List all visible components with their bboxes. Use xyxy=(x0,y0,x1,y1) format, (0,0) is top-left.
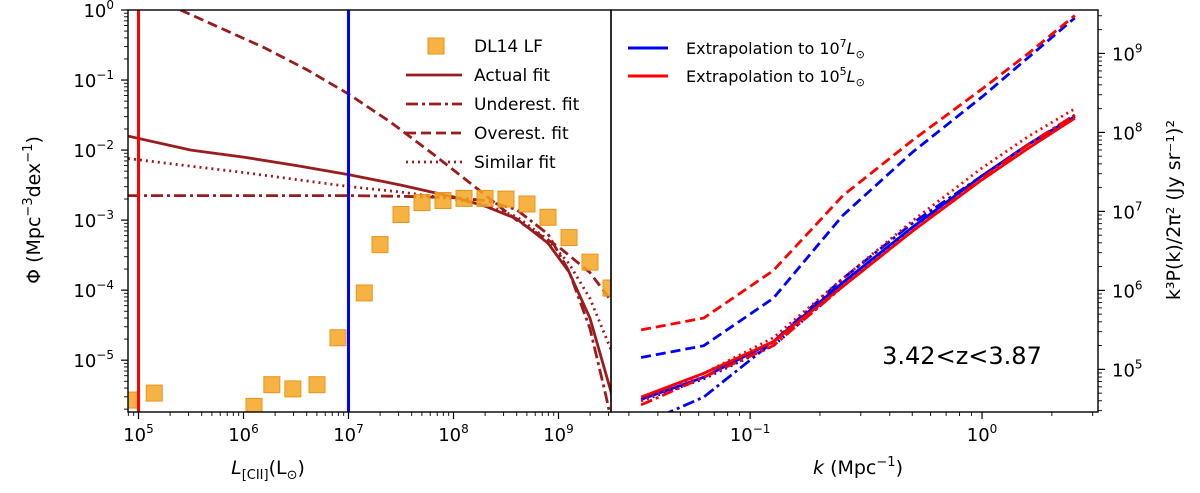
dl14-point xyxy=(371,236,389,254)
left-ticks: 105 106 107 108 109 10−5 10−4 10−3 10−2 10−1 100 xyxy=(73,0,610,446)
dl14-point xyxy=(128,391,139,409)
legend-label: Extrapolation to 105L⊙ xyxy=(686,65,865,89)
x-tick-label: 108 xyxy=(438,422,469,446)
dl14-point xyxy=(263,376,281,394)
y-tick-label: 10−5 xyxy=(73,348,114,372)
left-xlabel: L[CII](L⊙) xyxy=(231,457,305,483)
legend-label: Overest. fit xyxy=(474,124,569,144)
dl14-point xyxy=(455,189,473,207)
dl14-point xyxy=(355,284,373,302)
y-tick-label: 107 xyxy=(1112,199,1143,223)
dl14-point xyxy=(602,279,611,297)
dl14-point xyxy=(329,329,347,347)
y-tick-label: 105 xyxy=(1112,357,1143,381)
y-tick-label: 10−2 xyxy=(73,138,114,162)
legend-label: Underest. fit xyxy=(474,95,580,115)
left-series-underest-fit xyxy=(128,194,611,412)
dl14-point xyxy=(560,229,578,247)
dl14-point xyxy=(518,195,536,213)
left-legend: DL14 LF Actual fit Underest. fit Overest. f… xyxy=(406,37,580,173)
dl14-point xyxy=(308,376,326,394)
right-series-blue-dashed xyxy=(640,16,1076,359)
left-panel: 105 106 107 108 109 10−5 10−4 10−3 10−2 10−1 100 D… xyxy=(21,0,661,483)
x-tick-label: 109 xyxy=(543,422,574,446)
dl14-point xyxy=(645,350,661,366)
dl14-point xyxy=(624,314,640,330)
dl14-point xyxy=(392,206,410,224)
right-axes-frame xyxy=(610,9,1099,413)
legend-label: DL14 LF xyxy=(474,37,543,57)
right-legend: Extrapolation to 107L⊙ Extrapolation to 1… xyxy=(628,37,865,89)
dl14-point xyxy=(284,380,302,398)
y-tick-label: 109 xyxy=(1112,41,1143,65)
right-series-group xyxy=(640,14,1076,412)
right-panel: 10−1 100 105 106 107 108 109 Extrapolation to … xyxy=(610,9,1185,479)
y-tick-label: 10−4 xyxy=(73,278,114,302)
right-ylabel: k³P(k)/2π² (Jy sr⁻¹)² xyxy=(1163,120,1185,300)
left-ylabel: Φ (Mpc−3dex−1) xyxy=(21,136,45,284)
legend-label: Actual fit xyxy=(474,66,550,86)
y-tick-label: 108 xyxy=(1112,120,1143,144)
left-series-overest-fit xyxy=(179,10,611,303)
dl14-point xyxy=(413,194,431,212)
x-tick-label: 107 xyxy=(333,422,364,446)
x-tick-label: 10−1 xyxy=(730,422,771,446)
left-series-actual-fit xyxy=(128,134,611,399)
y-tick-label: 106 xyxy=(1112,278,1143,302)
legend-label: Similar fit xyxy=(474,153,556,173)
right-series-red-dotted xyxy=(640,107,1076,403)
right-series-red-dashed xyxy=(640,14,1076,332)
dl14-point xyxy=(434,191,452,209)
x-tick-label: 106 xyxy=(228,422,259,446)
dl14-point xyxy=(497,190,515,208)
y-tick-label: 10−1 xyxy=(73,68,114,92)
dl14-point xyxy=(245,397,263,412)
left-scatter-group xyxy=(128,189,661,412)
redshift-annotation: 3.42<z<3.87 xyxy=(882,342,1042,370)
x-tick-label: 105 xyxy=(123,422,154,446)
dl14-point xyxy=(581,253,599,271)
right-series-red-dashdot xyxy=(640,113,1076,407)
x-tick-label: 100 xyxy=(967,422,998,446)
y-tick-label: 100 xyxy=(83,0,114,22)
dl14-point xyxy=(476,189,494,207)
y-tick-label: 10−3 xyxy=(73,208,114,232)
left-series-group xyxy=(128,10,611,412)
dl14-point xyxy=(145,384,163,402)
right-ticks: 10−1 100 105 106 107 108 109 xyxy=(628,15,1143,446)
dl14-point xyxy=(539,208,557,226)
legend-marker xyxy=(427,37,445,55)
legend-label: Extrapolation to 107L⊙ xyxy=(686,37,865,61)
right-xlabel: k (Mpc−1) xyxy=(813,455,903,479)
left-vertical-lines xyxy=(137,10,350,412)
left-series-similar-fit xyxy=(128,157,611,355)
